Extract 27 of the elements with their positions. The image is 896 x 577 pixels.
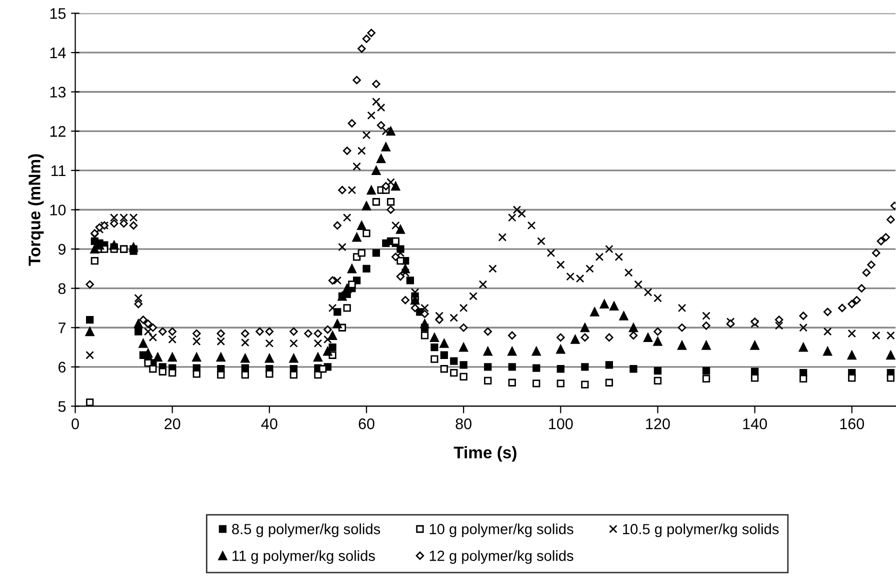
y-tick-label: 8: [58, 283, 66, 294]
x-tick-label: 140: [743, 418, 767, 430]
x-tick-label: 20: [164, 418, 180, 430]
x-tick-label: 0: [72, 418, 79, 430]
legend-label: 12 g polymer/kg solids: [430, 550, 574, 564]
x-tick-label: 40: [261, 418, 278, 430]
x-tick-label: 60: [358, 418, 374, 430]
y-tick-label: 11: [52, 165, 66, 176]
legend-label: 10 g polymer/kg solids: [430, 524, 574, 538]
legend-label: 8.5 g polymer/kg solids: [232, 524, 380, 538]
y-tick-label: 14: [50, 48, 66, 58]
x-tick-label: 80: [456, 418, 472, 430]
y-tick-label: 15: [50, 8, 66, 19]
y-tick-label: 5: [58, 401, 66, 412]
x-tick-label: 120: [646, 418, 670, 430]
x-tick-label: 160: [840, 418, 864, 430]
y-tick-label: 7: [58, 322, 66, 334]
y-tick-label: 6: [58, 362, 66, 373]
y-axis-title: Torque (mNm): [28, 154, 44, 266]
y-tick-label: 9: [58, 244, 66, 255]
x-axis-title: Time (s): [454, 446, 516, 462]
y-tick-label: 12: [50, 126, 66, 137]
x-tick-label: 100: [549, 418, 573, 430]
y-tick-label: 13: [50, 86, 66, 98]
legend-label: 10.5 g polymer/kg solids: [623, 524, 779, 538]
legend-label: 11 g polymer/kg solids: [232, 550, 375, 564]
y-tick-label: 10: [50, 204, 66, 216]
